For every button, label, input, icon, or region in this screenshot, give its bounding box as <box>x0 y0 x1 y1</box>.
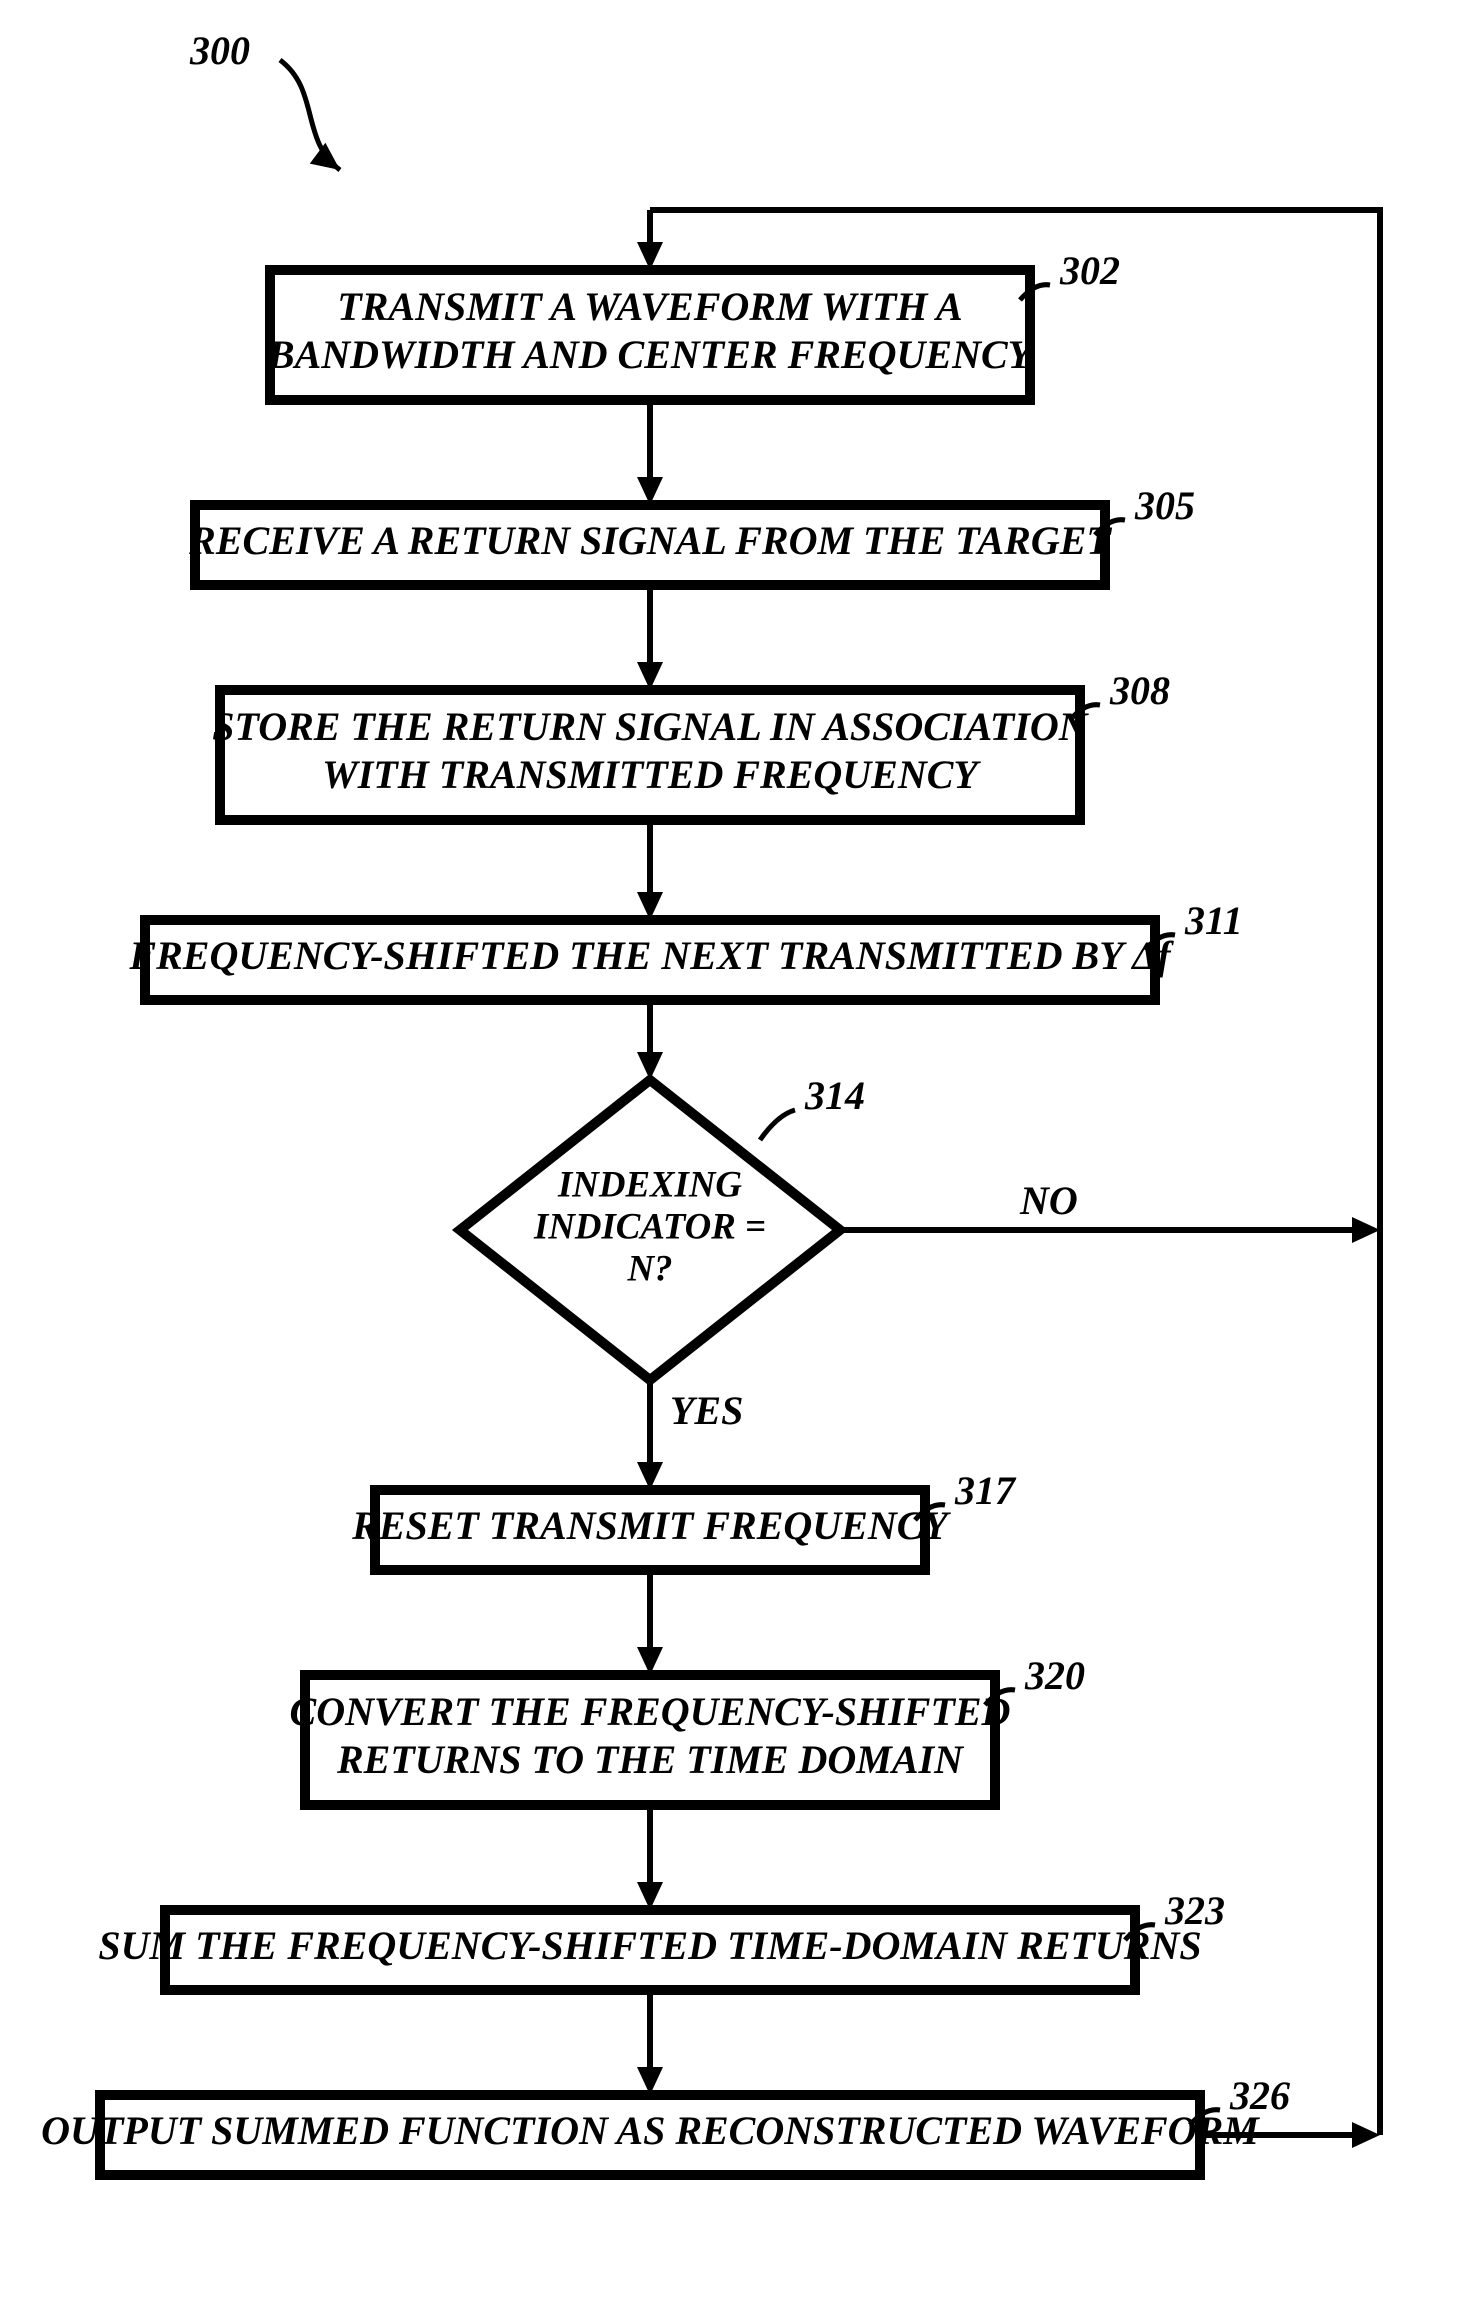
branch-label: NO <box>1019 1178 1078 1223</box>
flowchart-canvas: TRANSMIT A WAVEFORM WITH ABANDWIDTH AND … <box>0 0 1477 2315</box>
flow-decision-text: N? <box>627 1247 673 1288</box>
reference-numeral: 317 <box>954 1468 1017 1513</box>
reference-numeral: 308 <box>1109 668 1170 713</box>
flow-step-text: BANDWIDTH AND CENTER FREQUENCY <box>267 332 1036 377</box>
flow-step-text: OUTPUT SUMMED FUNCTION AS RECONSTRUCTED … <box>41 2108 1260 2153</box>
reference-numeral: 302 <box>1059 248 1120 293</box>
reference-numeral: 314 <box>804 1073 865 1118</box>
flow-step-text: FREQUENCY-SHIFTED THE NEXT TRANSMITTED B… <box>128 933 1174 978</box>
branch-label: YES <box>670 1388 743 1433</box>
flow-step-text: STORE THE RETURN SIGNAL IN ASSOCIATION <box>212 704 1090 749</box>
reference-numeral: 311 <box>1184 898 1243 943</box>
flow-step-text: RECEIVE A RETURN SIGNAL FROM THE TARGET <box>188 518 1112 563</box>
reference-numeral: 305 <box>1134 483 1195 528</box>
flow-decision-text: INDICATOR = <box>533 1205 766 1246</box>
flow-step-text: RETURNS TO THE TIME DOMAIN <box>336 1737 965 1782</box>
flow-step-text: SUM THE FREQUENCY-SHIFTED TIME-DOMAIN RE… <box>98 1923 1201 1968</box>
reference-numeral: 326 <box>1229 2073 1290 2118</box>
flow-step-text: TRANSMIT A WAVEFORM WITH A <box>337 284 962 329</box>
flow-step-text: WITH TRANSMITTED FREQUENCY <box>322 752 981 797</box>
flow-decision-text: INDEXING <box>557 1163 742 1204</box>
figure-reference: 300 <box>189 28 250 73</box>
flow-step-text: CONVERT THE FREQUENCY-SHIFTED <box>290 1689 1011 1734</box>
reference-numeral: 323 <box>1164 1888 1225 1933</box>
reference-numeral: 320 <box>1024 1653 1085 1698</box>
flow-step-text: RESET TRANSMIT FREQUENCY <box>351 1503 951 1548</box>
